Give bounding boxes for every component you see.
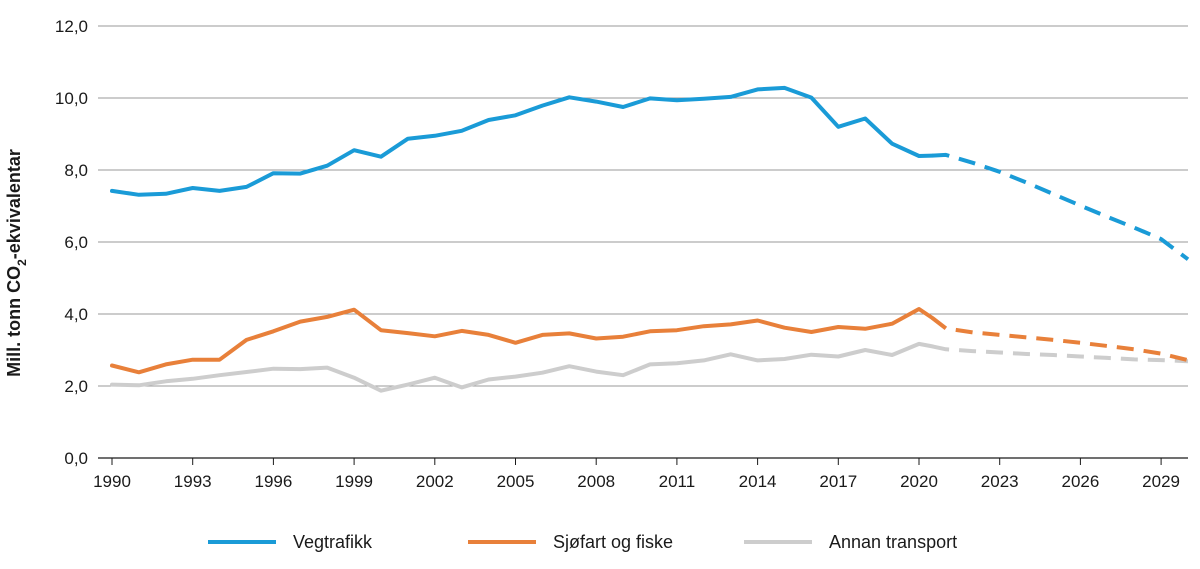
y-tick-label: 0,0 xyxy=(64,449,88,468)
x-tick-label: 1990 xyxy=(93,472,131,491)
y-tick-label: 4,0 xyxy=(64,305,88,324)
x-tick-label: 2020 xyxy=(900,472,938,491)
y-axis-label: Mill. tonn CO2-ekvivalentar xyxy=(4,149,29,377)
series-projection-annan-transport xyxy=(931,344,1189,364)
x-tick-label: 2014 xyxy=(739,472,777,491)
y-axis-label-main: Mill. tonn CO xyxy=(4,266,24,377)
series-projection-vegtrafikk xyxy=(932,152,1190,261)
y-axis-label-tail: -ekvivalentar xyxy=(4,149,24,259)
x-axis-ticks: 1990 1993 1996 1999 2002 2005 2008 2011 2014 2017… xyxy=(93,458,1180,491)
x-tick-label: 1999 xyxy=(335,472,373,491)
y-tick-label: 2,0 xyxy=(64,377,88,396)
series-lines xyxy=(110,85,1190,393)
series-line-annan-transport xyxy=(110,341,935,393)
y-tick-label: 10,0 xyxy=(55,89,88,108)
x-tick-label: 2026 xyxy=(1061,472,1099,491)
x-tick-label: 1993 xyxy=(174,472,212,491)
x-tick-label: 2023 xyxy=(981,472,1019,491)
x-tick-label: 2017 xyxy=(819,472,857,491)
series-projection-sj-fart-og-fiske xyxy=(931,316,1189,363)
y-tick-label: 8,0 xyxy=(64,161,88,180)
legend: Vegtrafikk Sjøfart og fiske Annan transpor… xyxy=(208,532,957,552)
legend-label-vegtrafikk: Vegtrafikk xyxy=(293,532,373,552)
y-axis-label-subscript: 2 xyxy=(15,259,29,266)
legend-label-sj-fart-og-fiske: Sjøfart og fiske xyxy=(553,532,673,552)
x-tick-label: 2008 xyxy=(577,472,615,491)
x-tick-label: 2005 xyxy=(497,472,535,491)
grid-lines xyxy=(98,25,1188,387)
legend-label-annan-transport: Annan transport xyxy=(829,532,957,552)
x-tick-label: 2011 xyxy=(659,472,696,491)
y-tick-label: 6,0 xyxy=(64,233,88,252)
x-tick-label: 1996 xyxy=(254,472,292,491)
series-line-vegtrafikk xyxy=(110,85,935,197)
x-tick-label: 2002 xyxy=(416,472,454,491)
x-tick-label: 2029 xyxy=(1142,472,1180,491)
y-axis-ticks: 0,0 2,0 4,0 6,0 8,0 10,0 12,0 xyxy=(55,17,88,468)
series-line-sj-fart-og-fiske xyxy=(110,307,935,375)
y-tick-label: 12,0 xyxy=(55,17,88,36)
